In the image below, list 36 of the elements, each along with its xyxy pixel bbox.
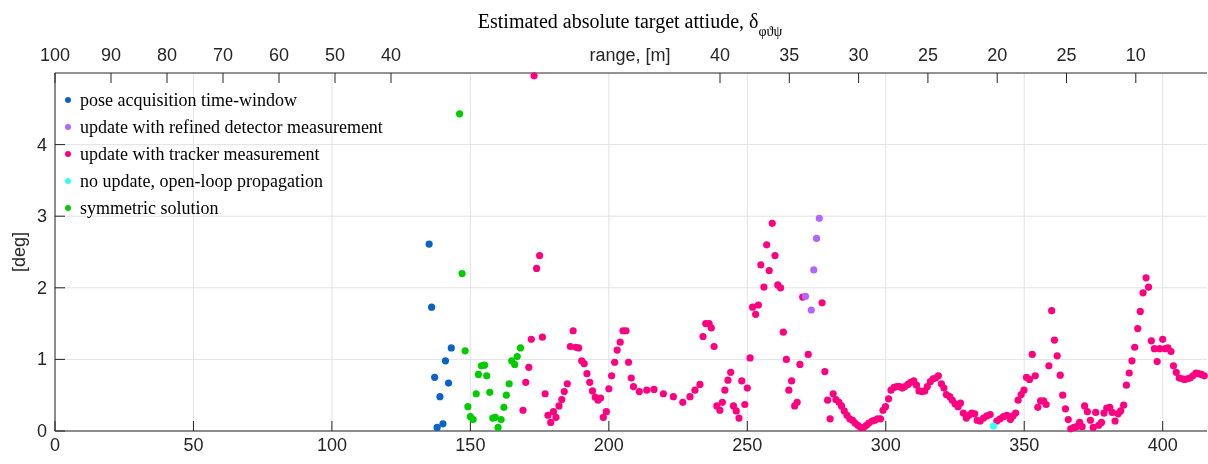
text: 30 [848,45,869,65]
x2-axis-title: range, [m] [589,45,671,65]
text: 35 [779,45,800,65]
legend-label: update with refined detector measurement [80,117,383,137]
x-tick-label: 50 [183,435,204,455]
x-tick-label: 100 [316,435,347,455]
text: 20 [987,45,1008,65]
legend-label: pose acquisition time-window [80,90,297,110]
text: 50 [324,45,346,65]
chart-title: Estimated absolute target attiude, δ$_{φϑψ}$ [477,10,783,39]
text: 100 [39,45,71,65]
x-tick-label: 400 [1147,435,1178,455]
text: 80 [156,45,178,65]
text: 40 [380,45,402,65]
x-tick-label: 300 [870,435,901,455]
x-tick-label: 350 [1009,435,1040,455]
text: 90 [100,45,122,65]
y-axis-title: [deg] [9,231,29,273]
text: 25 [1056,45,1077,65]
x-tick-label: 0 [49,435,61,455]
legend-label: update with tracker measurement [80,144,320,164]
y-tick-label: 4 [36,134,47,155]
legend-label: symmetric solution [80,198,219,218]
text: 25 [917,45,938,65]
y-tick-label: 2 [36,277,47,298]
text: 60 [268,45,290,65]
text: 10 [1125,45,1146,65]
y-tick-label: 1 [36,349,47,370]
y-tick-label: 0 [36,421,47,441]
x-tick-label: 200 [593,435,624,455]
y-tick-label: 3 [36,206,47,227]
x-tick-label: 150 [455,435,486,455]
text: 70 [212,45,234,65]
x-tick-label: 250 [732,435,763,455]
text: 40 [709,45,731,65]
legend-label: no update, open-loop propagation [80,171,323,191]
